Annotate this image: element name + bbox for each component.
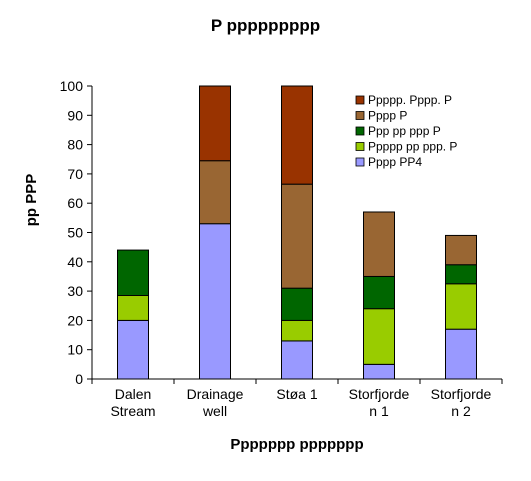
legend-label: Ppppp. Pppp. P bbox=[368, 93, 452, 107]
bar-segment bbox=[117, 319, 149, 380]
legend-label: Ppp pp ppp P bbox=[368, 124, 441, 138]
chart-title: P ppppppppp bbox=[210, 16, 321, 35]
x-tick-label: Storfjorde n 2 bbox=[431, 386, 492, 419]
y-tick-label: 100 bbox=[60, 78, 84, 94]
y-tick-label: 30 bbox=[67, 283, 83, 299]
y-tick-label: 80 bbox=[67, 137, 83, 153]
legend-swatch bbox=[355, 157, 365, 167]
x-tick-label: Støa 1 bbox=[276, 386, 317, 402]
bars bbox=[117, 85, 477, 380]
x-tick-label: Storfjorde n 1 bbox=[349, 386, 410, 419]
legend-label: Pppp P bbox=[368, 109, 407, 123]
y-tick-label: 40 bbox=[67, 254, 83, 270]
bar-segment bbox=[281, 287, 313, 321]
y-tick-label: 90 bbox=[67, 107, 83, 123]
bar-segment bbox=[363, 275, 395, 310]
bar-segment bbox=[363, 363, 395, 380]
axes: 0 10 20 30 40 50 60 70 80 90 100 Dalen Stream Drainag… bbox=[60, 78, 503, 419]
y-tick-label: 0 bbox=[75, 371, 83, 387]
legend-label: Ppppp pp ppp. P bbox=[368, 140, 457, 154]
x-axis-label: Ppppppp ppppppp bbox=[230, 436, 364, 453]
y-tick-label: 60 bbox=[67, 195, 83, 211]
bar-segment bbox=[445, 283, 477, 330]
y-tick-label: 10 bbox=[67, 342, 83, 358]
legend-swatch bbox=[355, 142, 365, 151]
x-tick-label: Drainage well bbox=[187, 386, 244, 419]
legend-swatch bbox=[355, 95, 365, 105]
y-tick-label: 50 bbox=[67, 225, 83, 241]
bar-segment bbox=[445, 328, 477, 380]
legend-label: Pppp PP4 bbox=[368, 155, 422, 169]
bar-segment bbox=[199, 85, 231, 162]
bar-segment bbox=[281, 85, 313, 185]
bar-segment bbox=[445, 264, 477, 285]
bar-segment bbox=[363, 211, 395, 277]
bar-segment bbox=[363, 308, 395, 365]
bar-segment bbox=[199, 223, 231, 380]
x-tick-label: Dalen Stream bbox=[110, 386, 155, 419]
bar-segment bbox=[199, 160, 231, 225]
bar-segment bbox=[445, 234, 477, 266]
bar-segment bbox=[281, 183, 313, 289]
bar-segment bbox=[281, 319, 313, 342]
bar-segment bbox=[117, 294, 149, 321]
y-tick-label: 20 bbox=[67, 312, 83, 328]
y-tick-label: 70 bbox=[67, 166, 83, 182]
bar-segment bbox=[117, 249, 149, 296]
legend-swatch bbox=[355, 111, 365, 120]
bar-segment bbox=[281, 340, 313, 380]
legend-swatch bbox=[355, 126, 365, 136]
